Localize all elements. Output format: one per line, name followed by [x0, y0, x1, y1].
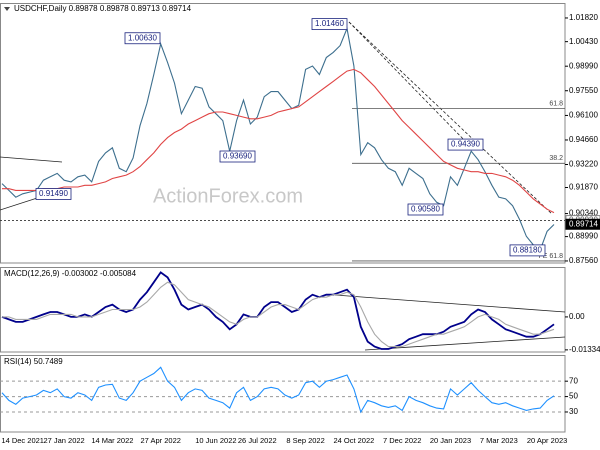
y-tick-label: 1.01820: [569, 13, 598, 22]
price-label-box: [565, 218, 600, 230]
rsi-panel: [0, 355, 566, 433]
x-tick-label: 27 Jan 2022: [43, 436, 84, 445]
trend-line: [348, 21, 471, 147]
annotation-label: 1.00630: [128, 33, 157, 42]
annotation-box: [509, 244, 546, 257]
macd-panel: [0, 267, 566, 353]
fib-label: 61.8: [549, 100, 563, 107]
annotation-label: 0.90580: [411, 205, 440, 214]
x-tick-label: 20 Jan 2023: [430, 436, 471, 445]
x-tick-label: 14 Dec 2021: [1, 436, 44, 445]
trend-line: [348, 21, 553, 215]
y-tick-label: 0.91870: [569, 183, 598, 192]
trend-line: [0, 156, 63, 163]
x-tick-label: 26 Jul 2022: [238, 436, 277, 445]
y-tick-label: 0.93220: [569, 160, 598, 169]
y-tick-label: 50: [569, 392, 578, 401]
annotation-label: 0.93690: [223, 152, 252, 161]
x-tick-label: 27 Apr 2022: [140, 436, 180, 445]
annotation-box: [219, 150, 256, 163]
x-tick-label: 7 Mar 2023: [480, 436, 518, 445]
x-tick-label: 24 Oct 2022: [333, 436, 374, 445]
y-tick-label: 0.88990: [569, 232, 598, 241]
menu-icon[interactable]: [4, 7, 10, 11]
y-tick-label: 70: [569, 376, 578, 385]
y-tick-label: -0.01334: [569, 345, 600, 354]
series-line: [2, 68, 555, 214]
series-line: [1, 366, 555, 414]
annotation-box: [124, 32, 161, 45]
annotation-label: 1.01460: [315, 19, 344, 28]
annotation-box: [35, 188, 72, 200]
y-tick-label: 0.98990: [569, 61, 598, 70]
y-tick-label: 0.00: [569, 312, 585, 321]
annotation-box: [407, 203, 444, 216]
x-tick-label: 20 Apr 2023: [527, 436, 567, 445]
y-tick-label: 1.00430: [569, 37, 598, 46]
x-tick-label: 14 Mar 2022: [91, 436, 133, 445]
annotation-box: [311, 18, 348, 31]
y-tick-label: 0.87560: [569, 256, 598, 265]
y-tick-label: 0.90340: [569, 209, 598, 218]
price-label: 0.89714: [569, 219, 598, 228]
y-tick-label: 0.94660: [569, 135, 598, 144]
fib-label: FE 61.8: [538, 253, 563, 260]
panel-title: RSI(14) 50.7489: [4, 357, 63, 366]
series-line: [1, 26, 555, 251]
annotation-box: [447, 138, 484, 151]
x-tick-label: 7 Dec 2022: [383, 436, 421, 445]
annotation-label: 0.88180: [513, 246, 542, 255]
x-tick-label: 10 Jun 2022: [195, 436, 236, 445]
price-panel: [0, 3, 566, 264]
y-tick-label: 0.97550: [569, 86, 598, 95]
annotation-label: 0.91490: [39, 189, 68, 198]
series-line: [2, 281, 555, 348]
trend-line: [364, 336, 566, 351]
series-line: [1, 271, 555, 350]
trend-line: [334, 294, 566, 313]
panel-title: USDCHF,Daily 0.89878 0.89878 0.89713 0.8…: [14, 4, 192, 13]
watermark: ActionForex.com: [153, 185, 303, 207]
annotation-label: 0.94390: [451, 140, 480, 149]
panel-title: MACD(12,26,9) -0.003002 -0.005084: [4, 269, 137, 278]
y-tick-label: 0.96100: [569, 111, 598, 120]
fib-label: 38.2: [549, 155, 563, 162]
y-tick-label: 30: [569, 407, 578, 416]
x-tick-label: 8 Sep 2022: [286, 436, 324, 445]
